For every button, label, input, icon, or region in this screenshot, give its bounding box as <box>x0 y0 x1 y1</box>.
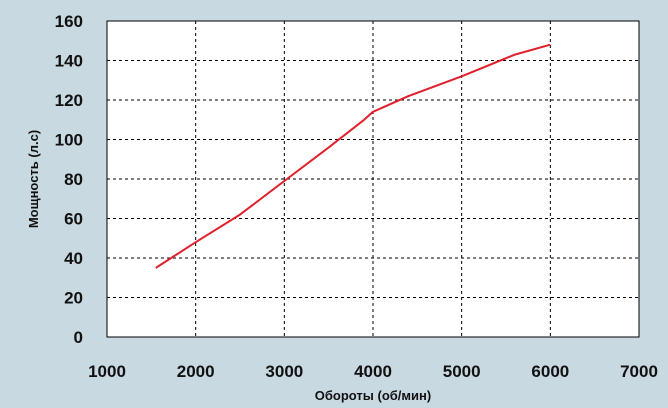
x-tick-label: 6000 <box>531 362 569 381</box>
x-tick-label: 4000 <box>354 362 392 381</box>
x-axis-title: Обороты (об/мин) <box>315 388 431 403</box>
x-tick-label: 2000 <box>177 362 215 381</box>
y-tick-label: 0 <box>74 328 83 347</box>
x-tick-label: 5000 <box>443 362 481 381</box>
y-tick-label: 160 <box>55 12 83 31</box>
y-tick-label: 40 <box>64 249 83 268</box>
y-tick-label: 80 <box>64 170 83 189</box>
x-tick-label: 7000 <box>620 362 658 381</box>
y-tick-label: 100 <box>55 131 83 150</box>
x-tick-label: 1000 <box>88 362 126 381</box>
y-axis-ticks: 0 20 40 60 80 100 120 140 160 <box>55 12 83 347</box>
y-axis-title: Мощность (л.с) <box>26 130 41 228</box>
y-tick-label: 120 <box>55 91 83 110</box>
y-tick-label: 60 <box>64 210 83 229</box>
series-group <box>155 43 551 269</box>
grid-lines <box>107 21 639 337</box>
y-tick-label: 20 <box>64 289 83 308</box>
y-tick-label: 140 <box>55 52 83 71</box>
x-axis-ticks: 1000 2000 3000 4000 5000 6000 7000 <box>88 362 658 381</box>
x-tick-label: 3000 <box>265 362 303 381</box>
